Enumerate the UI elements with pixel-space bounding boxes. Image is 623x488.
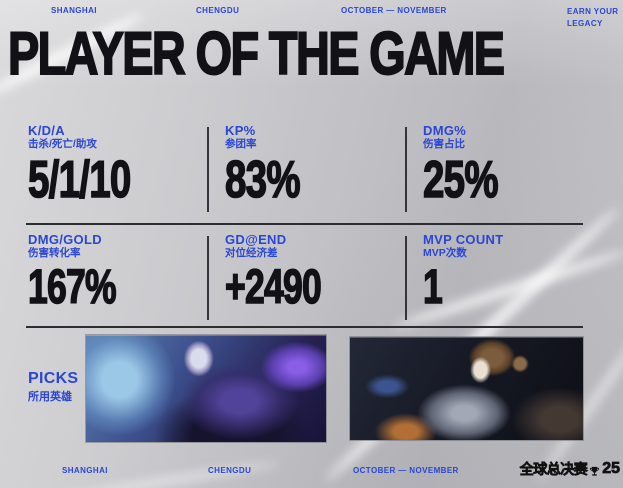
trophy-icon: [589, 464, 600, 476]
stat-label: MVP COUNT: [423, 232, 504, 247]
stat-kp: KP% 参团率 83%: [224, 123, 326, 210]
page-title: PLAYER OF THE GAME: [7, 20, 506, 87]
worlds-logo-text: 全球总决赛: [519, 461, 588, 478]
top-city-chengdu: CHENGDU: [196, 6, 240, 15]
stat-value: 1: [422, 261, 443, 315]
stat-label-zh: 击杀/死亡/助攻: [28, 138, 97, 151]
column-divider: [207, 236, 209, 320]
pick-champion-splash-orianna: [350, 337, 583, 440]
stat-label: DMG/GOLD: [28, 232, 102, 247]
worlds-logo: 全球总决赛 25: [519, 459, 621, 479]
stat-value: 5/1/10: [27, 151, 131, 210]
stat-value: 25%: [422, 151, 499, 210]
top-tagline: EARN YOUR LEGACY: [567, 6, 618, 31]
stat-mvp-count: MVP COUNT MVP次数 1: [422, 232, 504, 315]
stat-label-zh: MVP次数: [423, 247, 467, 260]
stat-label: K/D/A: [28, 123, 65, 138]
stat-gd-end: GD@END 对位经济差 +2490: [224, 232, 355, 315]
picks-title: PICKS: [28, 370, 79, 387]
picks-title-zh: 所用英雄: [28, 391, 72, 403]
stat-dmg-gold: DMG/GOLD 伤害转化率 167%: [27, 232, 147, 315]
stat-value: +2490: [224, 261, 322, 315]
column-divider: [405, 236, 407, 320]
tagline-line-1: EARN YOUR: [567, 7, 619, 16]
stat-label-zh: 伤害转化率: [28, 247, 81, 260]
column-divider: [405, 127, 407, 212]
row-divider: [26, 326, 583, 328]
picks-label: PICKS 所用英雄: [28, 370, 78, 404]
pick-champion-splash-ryze: [86, 335, 326, 442]
worlds-logo-year: 25: [602, 460, 621, 478]
stat-label-zh: 对位经济差: [225, 247, 278, 260]
stat-kda: K/D/A 击杀/死亡/助攻 5/1/10: [27, 123, 167, 210]
stat-label: KP%: [225, 123, 256, 138]
stat-label: DMG%: [423, 123, 467, 138]
bottom-city-chengdu: CHENGDU: [208, 466, 252, 475]
top-dates: OCTOBER — NOVEMBER: [341, 6, 447, 15]
bottom-city-shanghai: SHANGHAI: [62, 466, 108, 475]
stat-dmg-pct: DMG% 伤害占比 25%: [422, 123, 524, 210]
stat-label-zh: 伤害占比: [423, 138, 465, 151]
stat-value: 167%: [27, 261, 117, 315]
column-divider: [207, 127, 209, 212]
bottom-dates: OCTOBER — NOVEMBER: [353, 466, 459, 475]
stat-value: 83%: [224, 151, 301, 210]
top-city-shanghai: SHANGHAI: [51, 6, 97, 15]
tagline-line-2: LEGACY: [567, 19, 603, 29]
stat-label-zh: 参团率: [225, 138, 257, 151]
stat-label: GD@END: [225, 232, 287, 247]
row-divider: [26, 223, 583, 225]
